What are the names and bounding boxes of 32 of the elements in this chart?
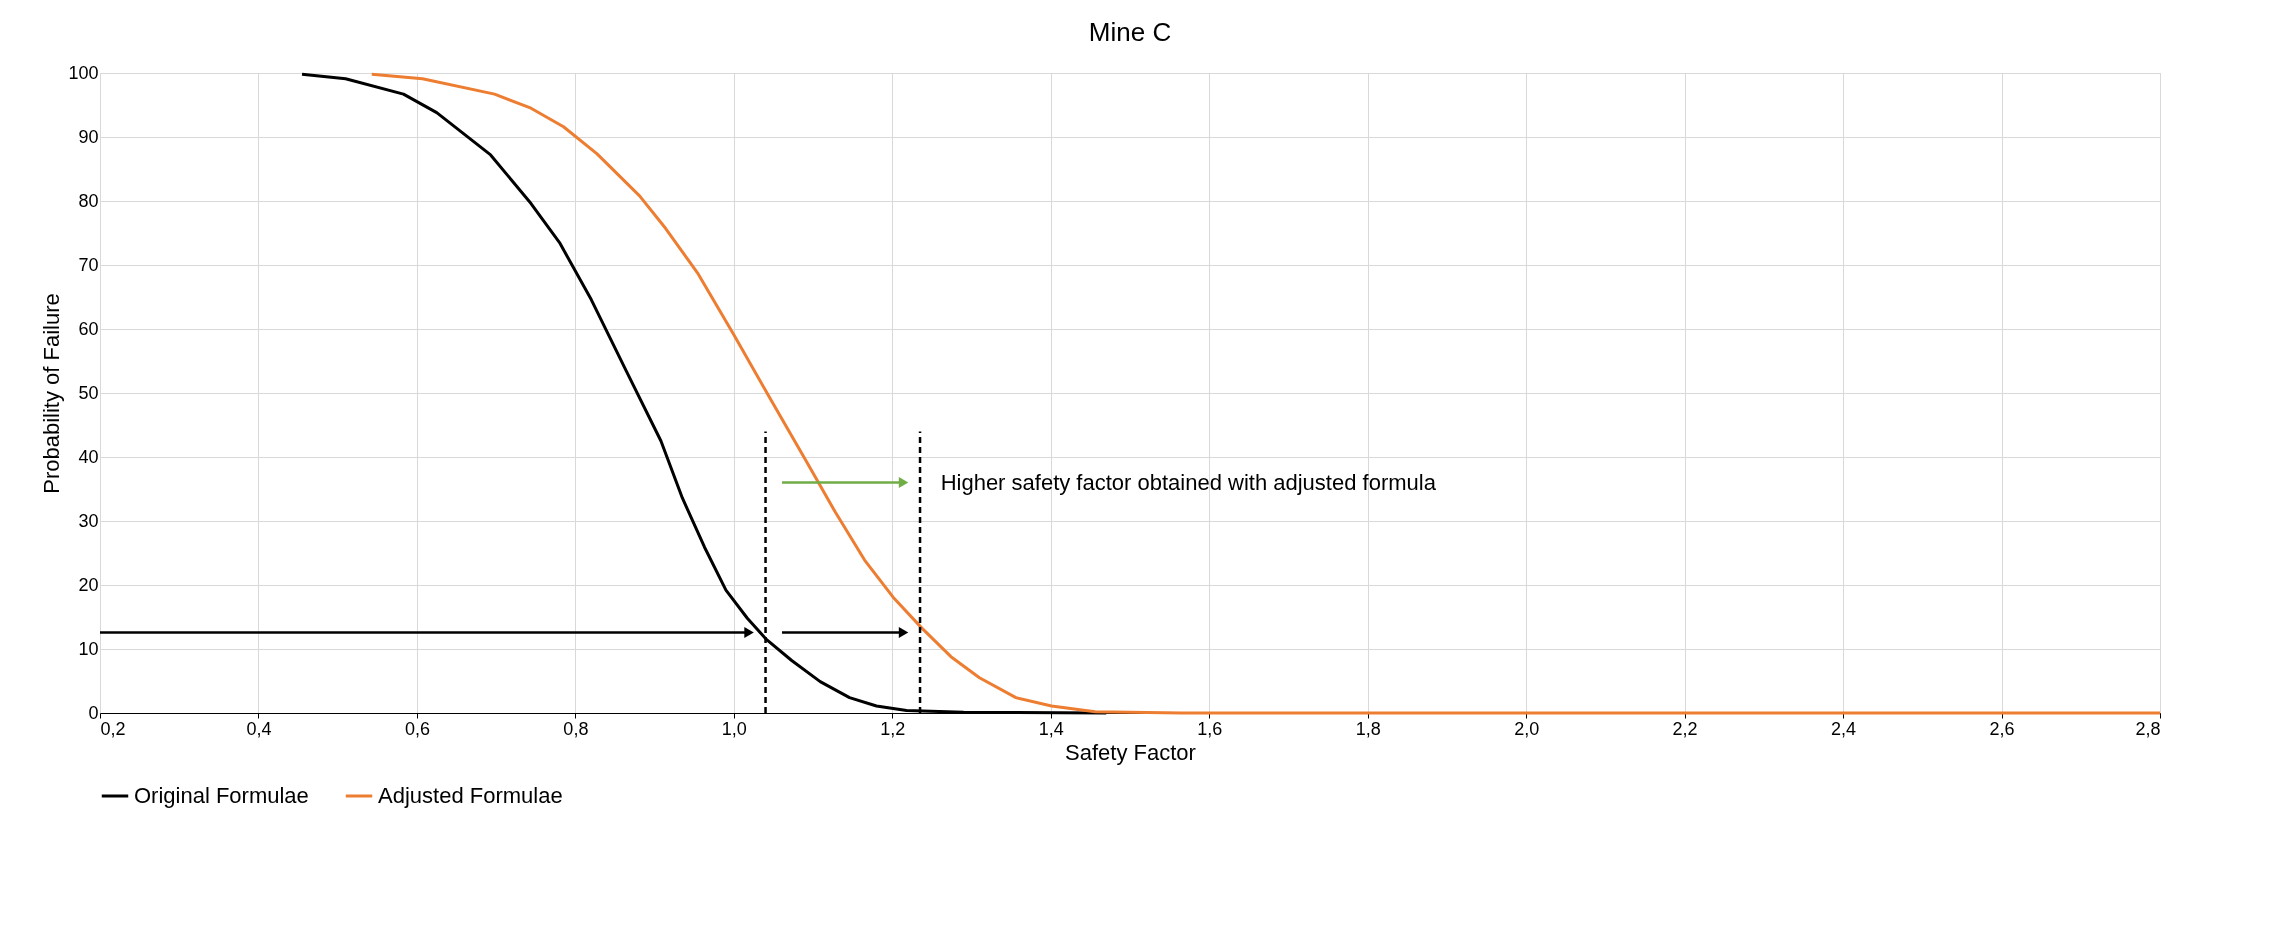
- x-tick-label: 2,2: [1672, 718, 1698, 739]
- y-tick-label: 20: [78, 574, 99, 595]
- chart-title: Mine C: [1088, 17, 1172, 47]
- y-tick-label: 50: [78, 382, 99, 403]
- y-tick-label: 80: [78, 190, 99, 211]
- legend-label: Original Formulae: [134, 783, 309, 808]
- x-tick-label: 2,4: [1831, 718, 1857, 739]
- y-axis-title: Probability of Failure: [39, 293, 65, 494]
- y-tick-label: 90: [78, 126, 99, 147]
- y-tick-label: 10: [78, 638, 99, 659]
- y-tick-label: 30: [78, 510, 99, 531]
- y-tick-label: 0: [88, 702, 99, 723]
- x-tick-label: 0,8: [563, 718, 589, 739]
- x-tick-label: 2,6: [1989, 718, 2015, 739]
- x-axis-title: Safety Factor: [1065, 739, 1196, 765]
- x-tick-label: 0,6: [404, 718, 430, 739]
- y-tick-label: 70: [78, 254, 99, 275]
- annotation: Higher safety factor obtained with adjusted formula: [940, 469, 1437, 495]
- x-tick-label: 0,4: [246, 718, 272, 739]
- x-tick-label: 1,0: [721, 718, 747, 739]
- y-tick-label: 40: [78, 446, 99, 467]
- y-tick-label: 60: [78, 318, 99, 339]
- x-tick-label: 1,2: [880, 718, 906, 739]
- y-tick-label: 100: [68, 62, 99, 83]
- x-tick-label: 2,0: [1514, 718, 1540, 739]
- line-series: [370, 72, 2162, 715]
- x-tick-label: 1,4: [1038, 718, 1064, 739]
- x-tick-label: 0,2: [100, 718, 126, 739]
- x-tick-label: 1,8: [1355, 718, 1381, 739]
- legend-label: Adjusted Formulae: [378, 783, 563, 808]
- x-tick-label: 2,8: [2135, 718, 2161, 739]
- x-tick-label: 1,6: [1197, 718, 1223, 739]
